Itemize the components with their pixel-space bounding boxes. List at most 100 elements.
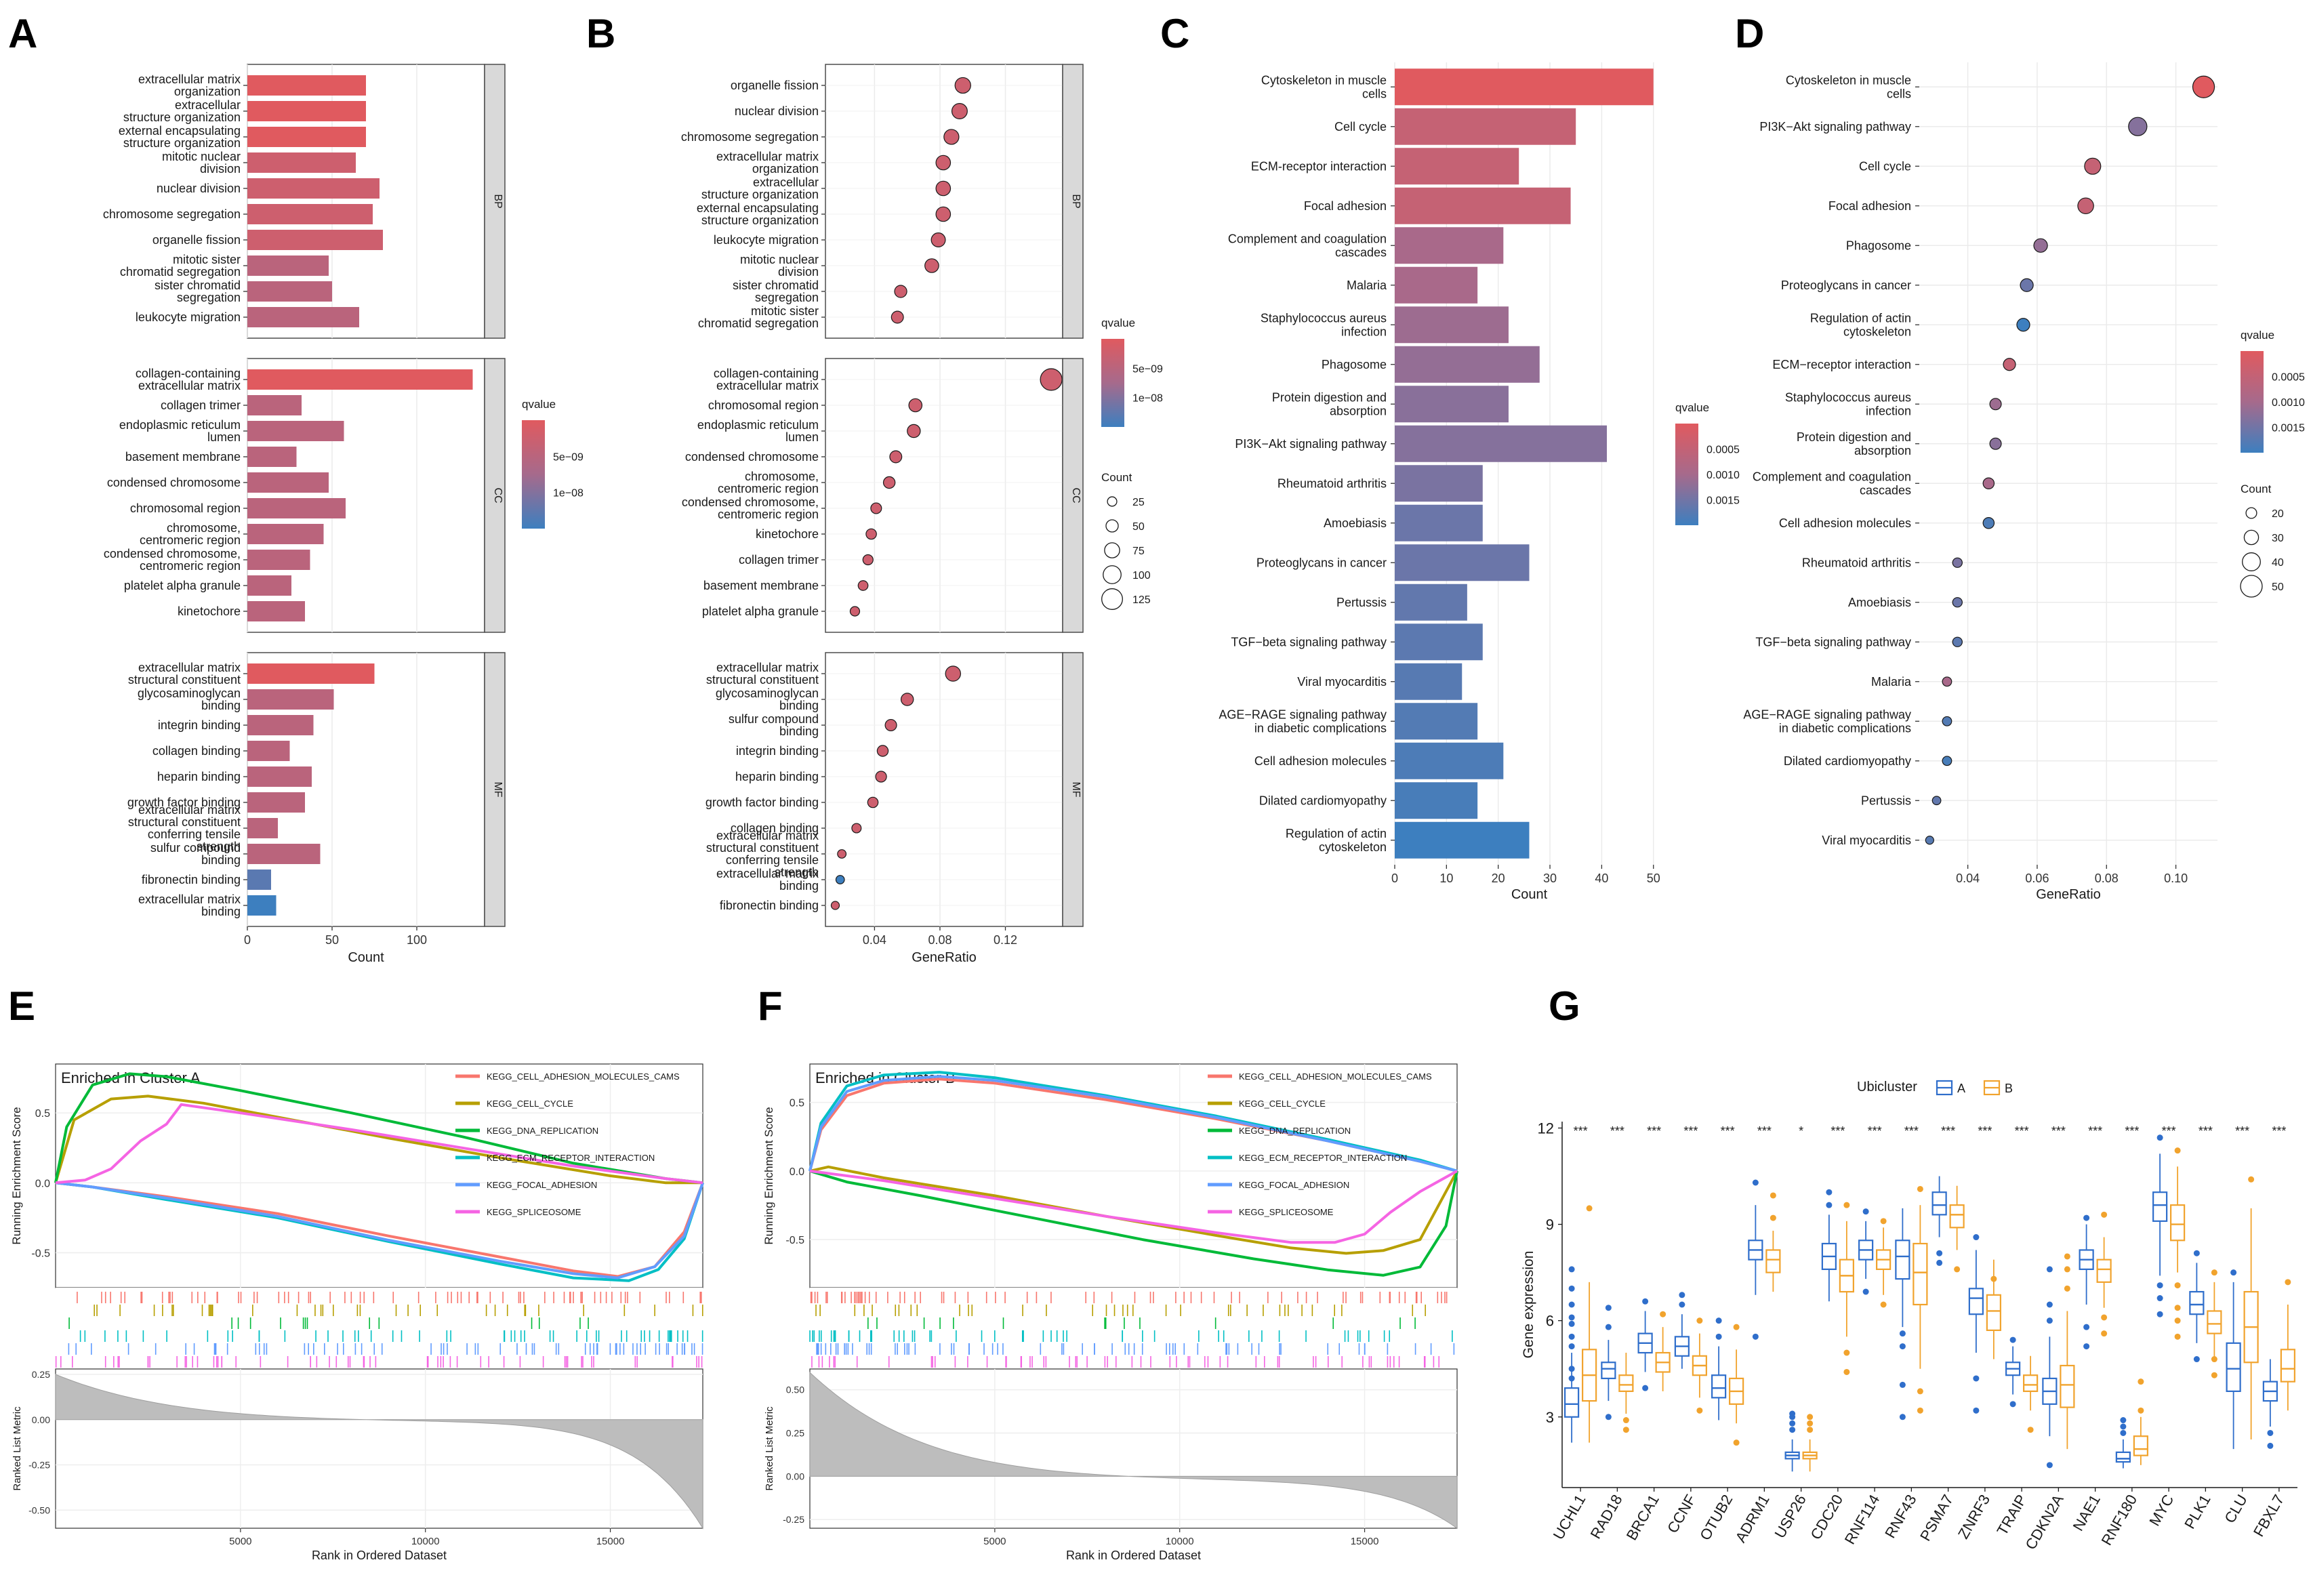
category-label: Complement and coagulation cascades [1753,470,1911,497]
bar [1395,782,1478,819]
y-tick-label: -0.50 [28,1505,50,1515]
box-a-box [1601,1362,1616,1380]
category-label: Pertussis [1336,596,1387,609]
box-a-outlier [2120,1423,2127,1430]
significance-label: *** [1683,1124,1698,1138]
significance-label: *** [2162,1124,2176,1138]
legend-label: KEGG_FOCAL_ADHESION [487,1180,597,1190]
legend-qvalue-title: qvalue [522,398,556,411]
box-b-outlier [1586,1205,1593,1212]
box-a-outlier [1899,1343,1906,1350]
category-label: Regulation of actin cytoskeleton [1810,311,1911,338]
box-a-outlier [1862,1288,1869,1295]
x-tick-label: CDC20 [1807,1492,1846,1542]
y-tick-label: 0.5 [35,1108,50,1120]
box-a-outlier [1789,1410,1796,1417]
es-line [809,1075,1458,1172]
panel-g: 3 6 9 12 Gene expression Ubicluster A B *** UCHL1… [1521,1080,2297,1553]
category-label: Viral myocarditis [1822,834,1911,847]
y-tick-label: 0.25 [32,1369,50,1380]
significance-label: *** [1978,1124,1992,1138]
box-b-outlier [1917,1185,1923,1192]
facet-label: CC [1070,487,1082,503]
plot-background [1562,1122,2297,1488]
x-tick-label: UCHL1 [1550,1492,1589,1542]
significance-label: *** [2051,1124,2066,1138]
x-tick-label: RAD18 [1587,1492,1626,1542]
x-axis-title: Count [1511,887,1548,902]
box-a-box [2152,1191,2168,1222]
bar [247,281,332,302]
bar [1395,821,1530,859]
panel-label-e: E [8,983,35,1029]
bar [247,575,291,596]
data-point [849,606,861,617]
box-a-outlier [1862,1208,1869,1215]
bar [247,307,359,327]
bar [247,869,271,890]
legend-count-title: Count [2241,483,2272,495]
box-b-box [2060,1364,2075,1408]
box-b-outlier [1733,1324,1740,1330]
box-a-outlier [2267,1429,2274,1436]
data-point [830,901,840,910]
significance-label: *** [1831,1124,1845,1138]
category-label: collagen binding [152,744,241,758]
bar [247,715,314,735]
legend-label: KEGG_FOCAL_ADHESION [1239,1180,1349,1190]
category-label: chromosome, centromeric region [140,521,241,547]
box-a-outlier [1568,1285,1575,1292]
data-point [876,745,889,757]
legend-qvalue-title: qvalue [1101,316,1135,329]
panel-label-b: B [586,11,615,56]
category-label: Phagosome [1846,239,1911,252]
legend-qvalue-tick-label: 5e−09 [1132,363,1163,375]
bar [1395,465,1483,502]
box-a-outlier [2156,1311,2163,1317]
data-point [945,666,962,682]
legend-qvalue-tick-label: 0.0015 [1706,495,1740,507]
box-a-outlier [1826,1202,1833,1208]
category-label: extracellular matrix organization [716,150,819,176]
box-a-outlier [2009,1336,2016,1343]
legend-label: KEGG_ECM_RECEPTOR_INTERACTION [487,1153,655,1163]
data-point [1952,597,1963,608]
x-tick-label: 5000 [983,1536,1006,1547]
box-a-box [1968,1288,1984,1315]
bar [1395,623,1483,661]
metric-area [55,1374,703,1530]
category-label: extracellular matrix structural constitue… [706,829,819,879]
es-line [809,1169,1458,1244]
panel-label-g: G [1549,983,1580,1029]
x-tick-label: 0.10 [2164,872,2188,885]
category-label: sulfur compound binding [150,841,241,867]
box-b-outlier [1660,1311,1666,1317]
box-b-outlier [1622,1417,1629,1424]
x-tick-label: OTUB2 [1696,1492,1736,1543]
box-b-box [2207,1310,2222,1334]
box-a-outlier [1605,1414,1612,1420]
metric-panel [55,1368,703,1529]
legend-count-circle [2242,552,2261,571]
box-b-outlier [1807,1427,1814,1433]
box-a-outlier [1568,1301,1575,1308]
legend-qvalue-gradient [1675,424,1698,525]
box-b-outlier [2285,1279,2291,1286]
category-label: extracellular structure organization [701,176,819,201]
box-a-outlier [1973,1375,1980,1382]
box-b-outlier [1807,1414,1814,1420]
x-axis-title: Count [348,950,384,965]
y-tick-label: 3 [1546,1409,1554,1426]
category-label: organelle fission [731,79,819,92]
x-tick-label: 0.04 [863,933,886,947]
box-a-outlier [1568,1333,1575,1340]
box-b-outlier [2211,1356,2217,1363]
bar [247,472,329,493]
panel-c: Cytoskeleton in muscle cells Cell cycle ECM… [1219,62,1740,902]
category-label: collagen-containing extracellular matrix [714,367,819,392]
legend-count-circle [1101,588,1123,610]
category-label: ECM−receptor interaction [1772,358,1911,371]
bar [247,766,312,787]
y-tick-label: -0.25 [783,1514,804,1525]
